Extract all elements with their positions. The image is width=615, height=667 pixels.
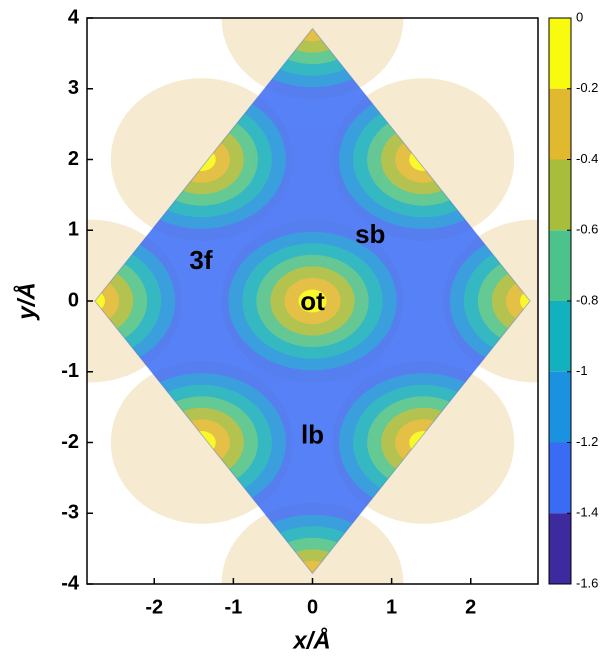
y-tick-label: 1 (68, 219, 79, 241)
colorbar-tick-label: -1.4 (576, 505, 598, 520)
colorbar-segment (549, 160, 571, 231)
x-axis-label: x/Å (291, 627, 330, 654)
x-tick-label: -1 (224, 596, 242, 618)
colorbar-tick-label: -1.6 (576, 575, 598, 590)
colorbar-tick-label: -0.8 (576, 292, 598, 307)
y-axis-label: y/Å (13, 282, 40, 320)
site-label: sb (355, 219, 385, 249)
colorbar-tick-label: -1.2 (576, 434, 598, 449)
x-tick-label: 1 (386, 596, 397, 618)
y-tick-label: -3 (61, 502, 79, 524)
y-tick-label: 0 (68, 289, 79, 311)
colorbar-tick-label: -1 (576, 363, 588, 378)
y-tick-label: -2 (61, 431, 79, 453)
site-label: ot (300, 286, 325, 316)
x-tick-label: -2 (145, 596, 163, 618)
plot-area: 3f sb ot lb (0, 0, 615, 662)
colorbar-segment (549, 513, 571, 584)
x-tick-label: 2 (465, 596, 476, 618)
colorbar-segment (549, 230, 571, 301)
x-tick-label: 0 (307, 596, 318, 618)
colorbar-segment (549, 372, 571, 443)
colorbar-segment (549, 443, 571, 514)
colorbar-segment (549, 89, 571, 160)
colorbar-tick-label: -0.4 (576, 151, 598, 166)
y-tick-label: 3 (68, 77, 79, 99)
y-tick-label: -1 (61, 360, 79, 382)
y-tick-label: -4 (61, 572, 80, 594)
site-label: 3f (189, 245, 212, 275)
chart: 3f sb ot lb -2 -1 0 1 2 -4 -3 -2 -1 0 1 2 3 4 0 -0.2 -0.4 -0… (0, 0, 615, 662)
site-label: lb (301, 420, 324, 450)
colorbar-tick-label: -0.6 (576, 222, 598, 237)
colorbar-segment (549, 301, 571, 372)
y-tick-label: 2 (68, 148, 79, 170)
colorbar-tick-label: -0.2 (576, 80, 598, 95)
colorbar-segment (549, 18, 571, 89)
colorbar-tick-label: 0 (576, 9, 583, 24)
y-tick-label: 4 (68, 6, 80, 28)
